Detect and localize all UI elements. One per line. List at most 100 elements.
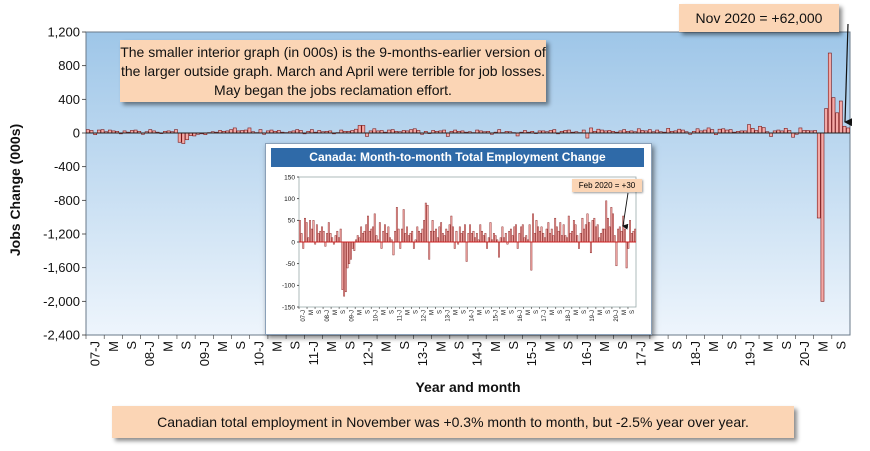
bar <box>229 129 233 134</box>
x-tick-label: M <box>488 341 503 352</box>
bar <box>348 241 351 264</box>
bar <box>317 233 320 243</box>
x-tick-label: 07-J <box>88 341 103 366</box>
bar <box>579 233 582 243</box>
bar <box>385 233 388 243</box>
bar <box>460 233 463 243</box>
bar <box>750 128 755 134</box>
bar <box>416 226 419 243</box>
x-tick-label: M <box>454 310 460 315</box>
bar <box>535 220 538 243</box>
bar <box>567 215 570 243</box>
bar <box>636 128 641 134</box>
bar <box>469 224 471 243</box>
x-tick-label: S <box>317 310 323 314</box>
bar <box>438 226 441 243</box>
inset-chart: Canada: Month-to-month Total Employment … <box>265 143 652 335</box>
bar <box>509 228 512 243</box>
x-tick-label: M <box>761 341 776 352</box>
bar <box>462 230 465 243</box>
bar <box>486 241 488 249</box>
x-tick-label: M <box>542 341 557 352</box>
x-tick-label: 19-J <box>590 310 596 322</box>
y-axis: 1,200 800 400 0 -400 -800 -1,200 -1,600 -2,000 -2… <box>43 25 86 343</box>
x-tick-label: S <box>561 341 576 350</box>
bar <box>550 228 553 243</box>
bar <box>307 237 310 243</box>
x-tick-label: M <box>433 341 448 352</box>
bar <box>181 132 186 144</box>
bar <box>305 222 308 243</box>
x-tick-label: 14-J <box>470 341 485 366</box>
x-tick-label: 16-J <box>579 341 594 366</box>
x-tick-label: 08-J <box>142 341 157 366</box>
x-tick-label: M <box>215 341 230 352</box>
bar <box>612 213 614 243</box>
bar <box>603 228 606 243</box>
bar <box>363 230 366 243</box>
y-tick-label: -2,000 <box>43 294 80 309</box>
x-tick-label: M <box>270 341 285 352</box>
bar <box>613 235 616 243</box>
bar <box>487 237 490 243</box>
bar <box>552 235 555 243</box>
bar <box>758 125 762 134</box>
bar <box>343 241 346 297</box>
x-tick-label: S <box>670 341 685 350</box>
nov-2020-callout: Nov 2020 = +62,000 <box>679 4 839 32</box>
bar <box>589 127 593 134</box>
x-tick-label: S <box>462 310 468 314</box>
y-tick-label: 800 <box>58 58 80 73</box>
x-tick-label: 07-J <box>301 310 307 322</box>
bar <box>537 226 540 243</box>
bar <box>561 235 563 243</box>
y-tick-label: -150 <box>282 304 295 311</box>
bar <box>435 228 437 243</box>
bar <box>525 235 528 243</box>
bar <box>399 241 402 249</box>
x-tick-label: S <box>342 341 357 350</box>
x-tick-label: S <box>451 341 466 350</box>
bar <box>523 237 526 243</box>
bar <box>304 217 306 243</box>
bar <box>824 108 828 134</box>
x-tick-label: M <box>706 341 721 352</box>
bar <box>540 226 543 243</box>
bar <box>310 129 314 134</box>
bar <box>584 224 587 243</box>
x-tick-label: M <box>478 310 484 315</box>
bar <box>601 228 604 243</box>
bar <box>618 226 621 243</box>
bar <box>402 209 405 243</box>
bar <box>520 226 523 243</box>
bar <box>508 230 511 243</box>
bar <box>622 129 626 134</box>
bar <box>842 125 847 134</box>
bar <box>555 226 558 243</box>
y-tick-label: 0 <box>73 126 80 141</box>
bar <box>598 237 601 243</box>
feb-2020-callout: Feb 2020 = +30 <box>572 179 642 192</box>
bar <box>538 230 541 243</box>
bar <box>351 241 354 249</box>
bar <box>827 52 832 134</box>
bar <box>327 222 330 243</box>
bar <box>479 224 482 243</box>
bar <box>392 241 395 256</box>
bar <box>470 233 473 243</box>
bar <box>370 228 373 243</box>
bar <box>571 230 574 243</box>
x-tick-label: 19-J <box>743 341 758 366</box>
x-tick-label: 14-J <box>470 310 476 322</box>
x-tick-label: M <box>357 310 363 315</box>
bar <box>721 128 726 134</box>
bar <box>453 241 456 249</box>
bar <box>360 226 363 243</box>
x-tick-label: 11-J <box>397 310 403 321</box>
x-tick-label: M <box>309 310 315 315</box>
x-tick-label: S <box>389 310 395 314</box>
bar <box>357 125 362 134</box>
bar <box>647 129 652 134</box>
bar <box>423 220 426 243</box>
